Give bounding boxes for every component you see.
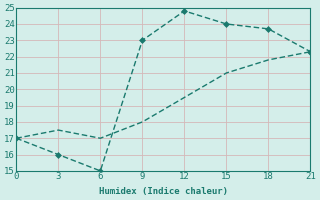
X-axis label: Humidex (Indice chaleur): Humidex (Indice chaleur) <box>99 187 228 196</box>
